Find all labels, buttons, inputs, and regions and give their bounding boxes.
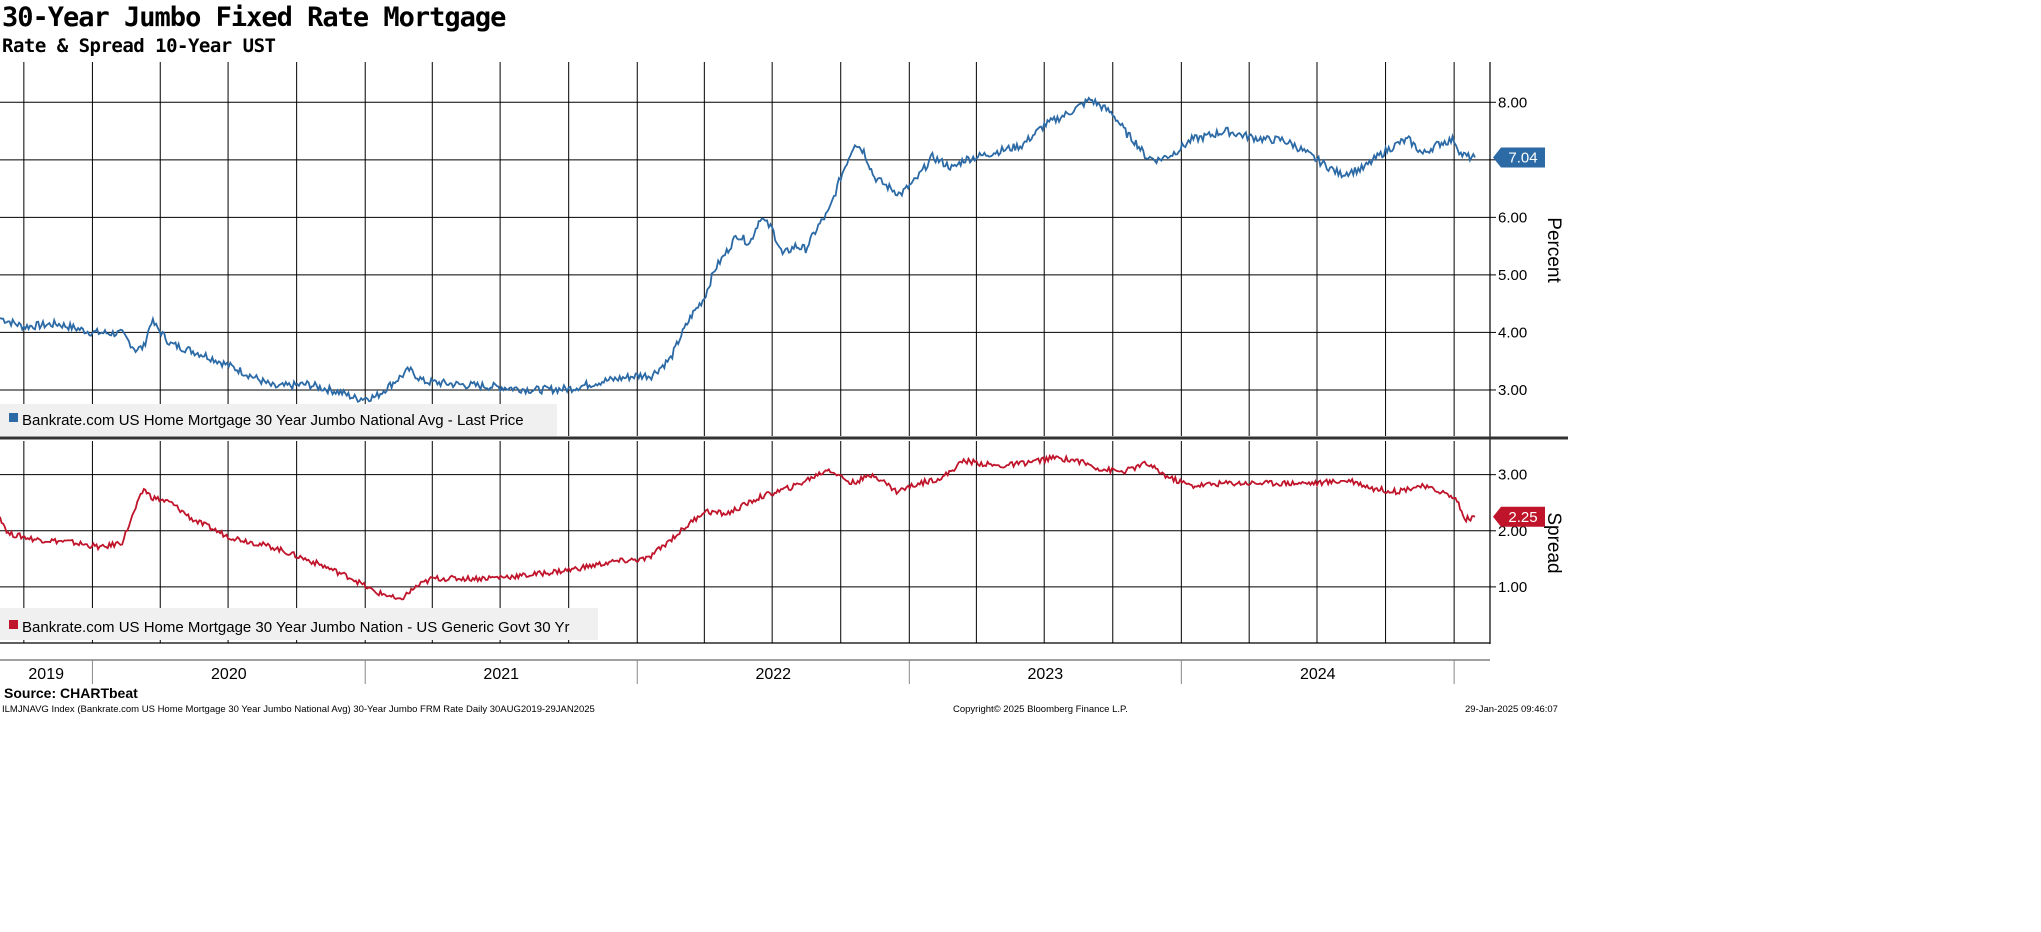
- y-tick-label: 3.00: [1498, 382, 1527, 399]
- y-tick-label: 4.00: [1498, 324, 1527, 341]
- timestamp: 29-Jan-2025 09:46:07: [1465, 704, 1558, 715]
- chart-subtitle: Rate & Spread 10-Year UST: [2, 35, 276, 57]
- source-note: Source: CHARTbeat: [4, 685, 138, 701]
- x-tick-label-2023: 2023: [1028, 666, 1064, 683]
- copyright: Copyright© 2025 Bloomberg Finance L.P.: [953, 704, 1128, 715]
- chart-svg: 2019 2020 2021 2022 2023 2024 3.00 4.00 5.00 6.00…: [0, 62, 1568, 684]
- legend-top: Bankrate.com US Home Mortgage 30 Year Ju…: [0, 404, 557, 436]
- rate-series-line: [0, 96, 1476, 404]
- legend-bottom-swatch: [9, 620, 18, 629]
- legend-bottom: Bankrate.com US Home Mortgage 30 Year Ju…: [0, 608, 598, 640]
- y-tick-label: 2.00: [1498, 523, 1527, 540]
- grid-lines: [0, 62, 1490, 643]
- y-tick-label: 1.00: [1498, 579, 1527, 596]
- index-description: ILMJNAVG Index (Bankrate.com US Home Mor…: [2, 704, 595, 715]
- y-tick-label: 3.00: [1498, 467, 1527, 484]
- top-ylabel: Percent: [1543, 217, 1564, 283]
- tick-labels: 2019 2020 2021 2022 2023 2024 3.00 4.00 5.00 6.00…: [28, 94, 1527, 684]
- x-tick-label-2022: 2022: [755, 666, 791, 683]
- y-tick-label: 5.00: [1498, 267, 1527, 284]
- x-tick-label-2024: 2024: [1300, 666, 1336, 683]
- last-value-tag-top: 7.04: [1493, 147, 1545, 168]
- x-tick-label-2021: 2021: [483, 666, 519, 683]
- series-layer: [0, 96, 1476, 601]
- legend-top-swatch: [9, 413, 18, 422]
- legend-bottom-label: Bankrate.com US Home Mortgage 30 Year Ju…: [22, 619, 570, 636]
- chart-title: 30-Year Jumbo Fixed Rate Mortgage: [2, 2, 506, 33]
- last-value-top: 7.04: [1508, 150, 1537, 167]
- y-tick-label: 8.00: [1498, 94, 1527, 111]
- last-value-bottom: 2.25: [1508, 509, 1537, 526]
- y-tick-label: 6.00: [1498, 209, 1527, 226]
- legend-top-label: Bankrate.com US Home Mortgage 30 Year Ju…: [22, 412, 524, 429]
- x-tick-label-2020: 2020: [211, 666, 247, 683]
- last-value-tag-bottom: 2.25: [1493, 506, 1545, 527]
- spread-series-line: [0, 453, 1476, 601]
- axes: [0, 62, 1568, 661]
- bottom-ylabel: Spread: [1543, 512, 1564, 573]
- x-tick-label-2019: 2019: [28, 666, 64, 683]
